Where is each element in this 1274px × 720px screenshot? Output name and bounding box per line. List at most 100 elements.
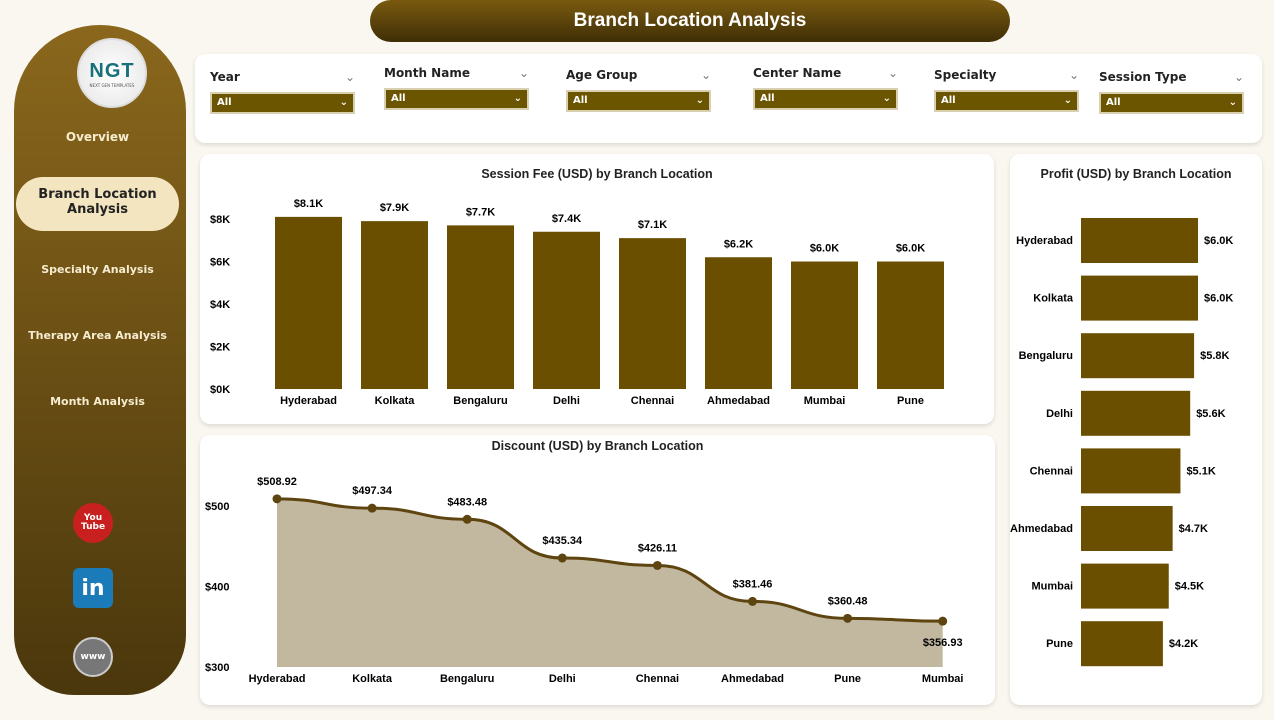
chevron-down-icon[interactable]: ⌄	[518, 66, 529, 80]
y-tick-label: $8K	[210, 214, 230, 226]
data-label: $8.1K	[294, 198, 323, 210]
chevron-down-icon: ⌄	[882, 93, 891, 104]
x-tick-label: Bengaluru	[440, 673, 494, 685]
filter-label: Age Group	[566, 68, 638, 82]
filter-value: All	[760, 93, 775, 104]
x-tick-label: Ahmedabad	[707, 395, 770, 407]
filter-session-type: Session Type ⌄ All ⌄	[1099, 70, 1244, 114]
data-point	[462, 514, 472, 524]
bar	[361, 221, 428, 389]
data-label: $6.0K	[896, 243, 925, 255]
bar	[1081, 275, 1198, 321]
data-label: $6.2K	[724, 238, 753, 250]
filter-center-name: Center Name ⌄ All ⌄	[753, 66, 898, 110]
y-tick-label: $6K	[210, 257, 230, 269]
x-tick-label: Hyderabad	[249, 673, 306, 685]
nav-specialty-analysis[interactable]: Specialty Analysis	[41, 263, 154, 276]
data-label: $497.34	[352, 485, 393, 497]
filter-label: Month Name	[384, 66, 470, 80]
filter-year-dropdown[interactable]: All ⌄	[210, 92, 355, 114]
filter-value: All	[1106, 97, 1121, 108]
bar	[619, 238, 686, 389]
session-fee-chart: $0K $2K $4K $6K $8K $8.1K Hyderabad $7.9K Kolkat…	[210, 198, 944, 407]
linkedin-icon[interactable]: in	[73, 568, 113, 608]
filter-label: Session Type	[1099, 70, 1187, 84]
filter-specialty: Specialty ⌄ All ⌄	[934, 68, 1079, 112]
session-fee-card: Session Fee (USD) by Branch Location $0K…	[200, 154, 994, 424]
bar	[447, 225, 514, 389]
bar	[1081, 448, 1181, 494]
bar	[1081, 218, 1198, 263]
filter-label: Center Name	[753, 66, 842, 80]
bar	[533, 231, 600, 389]
data-label: $6.0K	[1204, 235, 1233, 247]
series-line	[276, 497, 943, 623]
youtube-icon[interactable]: You Tube	[73, 503, 113, 543]
bar	[275, 216, 342, 389]
chevron-down-icon[interactable]: ⌄	[344, 70, 355, 84]
chevron-down-icon[interactable]: ⌄	[700, 68, 711, 82]
y-tick-label: $0K	[210, 384, 230, 396]
y-tick-label: Ahmedabad	[1010, 523, 1073, 535]
bar	[877, 261, 944, 389]
x-tick-label: Hyderabad	[280, 395, 337, 407]
filter-specialty-dropdown[interactable]: All ⌄	[934, 90, 1079, 112]
filter-label: Year	[210, 70, 240, 84]
y-tick-label: $400	[205, 582, 229, 594]
chevron-down-icon: ⌄	[1228, 97, 1237, 108]
y-tick-label: $300	[205, 662, 229, 674]
data-label: $356.93	[923, 637, 963, 649]
area-fill	[277, 498, 943, 667]
filter-value: All	[391, 93, 406, 104]
filter-age-group-dropdown[interactable]: All ⌄	[566, 90, 711, 112]
data-point	[938, 616, 948, 626]
y-tick-label: $4K	[210, 299, 230, 311]
x-tick-label: Bengaluru	[453, 395, 507, 407]
data-label: $7.4K	[552, 213, 581, 225]
x-tick-label: Mumbai	[922, 673, 964, 685]
x-tick-label: Kolkata	[375, 395, 416, 407]
x-tick-label: Chennai	[636, 673, 679, 685]
data-point	[557, 553, 567, 563]
filter-label: Specialty	[934, 68, 997, 82]
chevron-down-icon[interactable]: ⌄	[1233, 70, 1244, 84]
bar	[1081, 563, 1169, 609]
y-tick-label: Mumbai	[1031, 581, 1073, 593]
filter-panel	[195, 54, 1262, 143]
page-title: Branch Location Analysis	[370, 0, 1010, 42]
data-label: $5.1K	[1186, 465, 1215, 477]
data-label: $7.9K	[380, 202, 409, 214]
globe-icon[interactable]: www	[73, 637, 113, 677]
x-tick-label: Pune	[897, 395, 924, 407]
data-label: $7.1K	[638, 219, 667, 231]
nav-branch-location-analysis[interactable]: Branch Location Analysis	[16, 177, 179, 231]
logo-text: NGT	[89, 60, 135, 82]
nav-month-analysis[interactable]: Month Analysis	[50, 395, 145, 408]
data-label: $4.7K	[1179, 523, 1208, 535]
bar	[1081, 621, 1163, 667]
filter-center-name-dropdown[interactable]: All ⌄	[753, 88, 898, 110]
data-point	[748, 596, 757, 606]
filter-value: All	[573, 95, 588, 106]
data-label: $483.48	[447, 496, 487, 508]
nav-therapy-area-analysis[interactable]: Therapy Area Analysis	[28, 329, 167, 342]
data-label: $426.11	[638, 542, 677, 554]
filter-year: Year ⌄ All ⌄	[210, 70, 355, 114]
y-tick-label: Delhi	[1046, 408, 1073, 420]
x-tick-label: Mumbai	[804, 395, 846, 407]
chevron-down-icon[interactable]: ⌄	[887, 66, 898, 80]
chevron-down-icon: ⌄	[695, 95, 704, 106]
chevron-down-icon: ⌄	[513, 93, 522, 104]
profit-card: Profit (USD) by Branch Location Hyderaba…	[1010, 154, 1262, 705]
filter-session-type-dropdown[interactable]: All ⌄	[1099, 92, 1244, 114]
bar	[791, 261, 858, 389]
data-point	[272, 494, 282, 504]
y-tick-label: $500	[205, 501, 229, 513]
profit-chart: Hyderabad $6.0K Kolkata $6.0K Bengaluru $5.8K…	[1010, 218, 1233, 667]
filter-month-name-dropdown[interactable]: All ⌄	[384, 88, 529, 110]
discount-title: Discount (USD) by Branch Location	[491, 439, 704, 453]
chevron-down-icon[interactable]: ⌄	[1068, 68, 1079, 82]
bar	[1081, 333, 1195, 379]
nav-overview[interactable]: Overview	[65, 130, 130, 144]
data-label: $4.2K	[1169, 638, 1198, 650]
